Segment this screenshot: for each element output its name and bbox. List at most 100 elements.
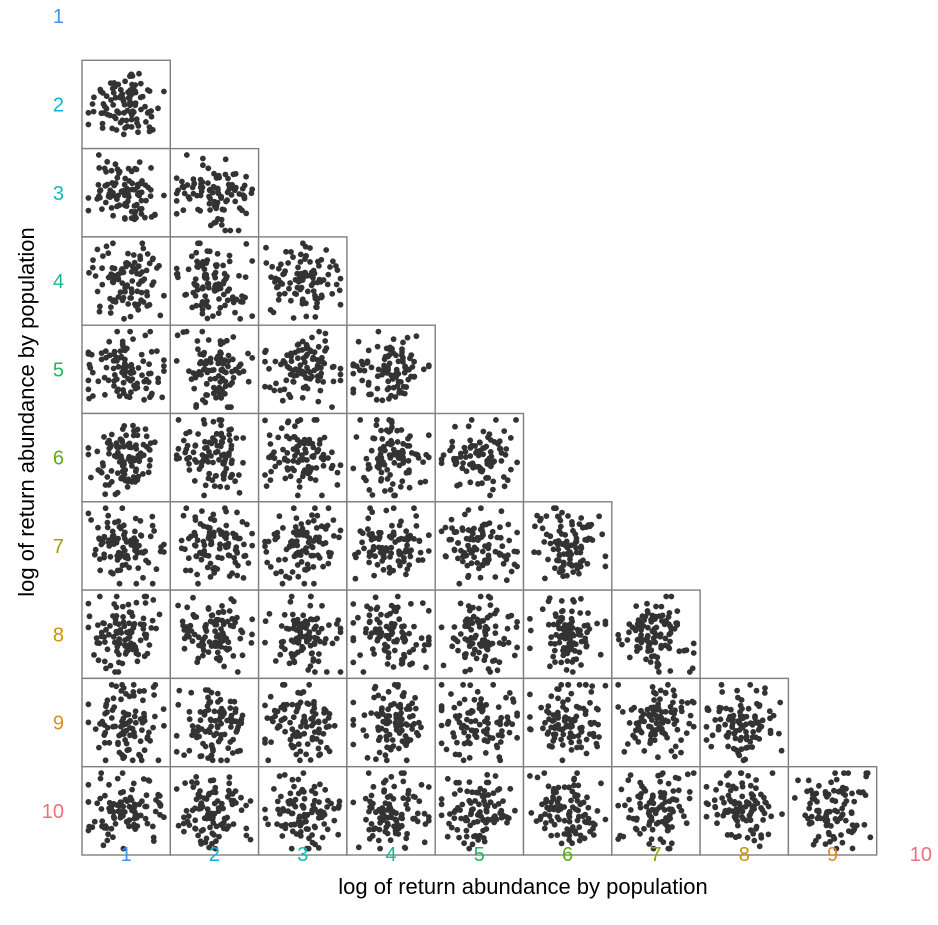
data-point — [292, 524, 299, 530]
data-point — [421, 810, 428, 817]
data-point — [400, 778, 407, 785]
data-point — [400, 355, 406, 361]
data-point — [653, 720, 660, 727]
data-point — [337, 275, 344, 282]
data-point — [388, 702, 394, 709]
data-point — [384, 830, 391, 837]
data-point — [132, 528, 138, 535]
data-point — [378, 476, 385, 482]
data-point — [115, 294, 122, 300]
data-point — [279, 397, 286, 404]
y-tick-label-1: 1 — [53, 6, 64, 28]
data-point — [229, 750, 236, 756]
data-point — [582, 536, 588, 543]
data-point — [514, 644, 520, 651]
data-point — [302, 446, 308, 453]
data-point — [119, 681, 125, 688]
data-point — [108, 715, 115, 721]
data-point — [241, 541, 247, 548]
data-point — [722, 721, 728, 728]
data-point — [805, 815, 811, 822]
data-point — [226, 431, 233, 438]
panel-6-vs-7 — [522, 501, 613, 591]
data-point — [419, 600, 426, 606]
data-point — [653, 603, 659, 610]
data-point — [207, 355, 214, 362]
data-point — [325, 271, 332, 278]
data-point — [467, 800, 474, 806]
data-point — [190, 449, 197, 456]
data-point — [490, 486, 496, 493]
data-point — [236, 489, 243, 496]
data-point — [85, 701, 92, 708]
data-point — [566, 784, 572, 791]
data-point — [98, 770, 105, 776]
data-point — [130, 681, 137, 688]
data-point — [85, 195, 92, 201]
data-point — [236, 272, 242, 279]
data-point — [467, 682, 474, 689]
data-point — [454, 739, 460, 746]
data-point — [384, 386, 391, 393]
data-point — [624, 741, 631, 747]
data-point — [142, 214, 148, 221]
data-point — [272, 279, 278, 285]
data-point — [90, 393, 96, 399]
data-point — [146, 729, 152, 736]
data-point — [814, 798, 820, 805]
data-point — [438, 528, 445, 535]
data-point — [514, 529, 520, 536]
data-point — [117, 348, 124, 354]
data-point — [278, 623, 285, 629]
data-point — [117, 789, 124, 796]
data-point — [118, 688, 125, 694]
data-point — [312, 841, 318, 848]
data-point — [197, 709, 204, 715]
data-point — [118, 269, 125, 276]
data-point — [490, 790, 497, 797]
data-point — [335, 831, 342, 838]
data-point — [294, 443, 300, 450]
data-point — [114, 166, 121, 173]
data-point — [402, 733, 409, 739]
data-point — [425, 548, 432, 554]
data-point — [135, 473, 142, 480]
data-point — [301, 713, 308, 720]
data-point — [133, 116, 140, 123]
data-point — [371, 685, 378, 692]
data-point — [211, 199, 218, 206]
data-point — [658, 771, 665, 778]
data-point — [545, 729, 552, 736]
data-point — [108, 167, 115, 174]
data-point — [455, 540, 461, 546]
data-point — [110, 633, 117, 640]
data-point — [85, 624, 92, 631]
data-point — [714, 820, 720, 827]
panel-5-vs-8 — [434, 589, 525, 680]
data-point — [364, 754, 371, 761]
data-point — [766, 708, 773, 715]
data-point — [867, 834, 874, 841]
data-point — [156, 262, 162, 269]
data-point — [412, 705, 419, 712]
data-point — [300, 645, 307, 652]
data-point — [454, 826, 461, 833]
data-point — [637, 800, 643, 807]
data-point — [108, 271, 115, 277]
data-point — [197, 788, 203, 794]
data-point — [205, 284, 212, 291]
data-point — [292, 423, 298, 430]
data-point — [311, 729, 318, 735]
data-point — [194, 571, 201, 578]
data-point — [505, 639, 512, 646]
data-point — [559, 625, 565, 632]
data-point — [264, 559, 271, 566]
data-point — [226, 258, 233, 265]
data-point — [615, 704, 622, 710]
data-point — [416, 719, 422, 726]
data-point — [385, 688, 392, 695]
data-point — [407, 553, 414, 560]
data-point — [463, 814, 469, 821]
data-point — [320, 563, 326, 570]
data-point — [325, 505, 332, 512]
